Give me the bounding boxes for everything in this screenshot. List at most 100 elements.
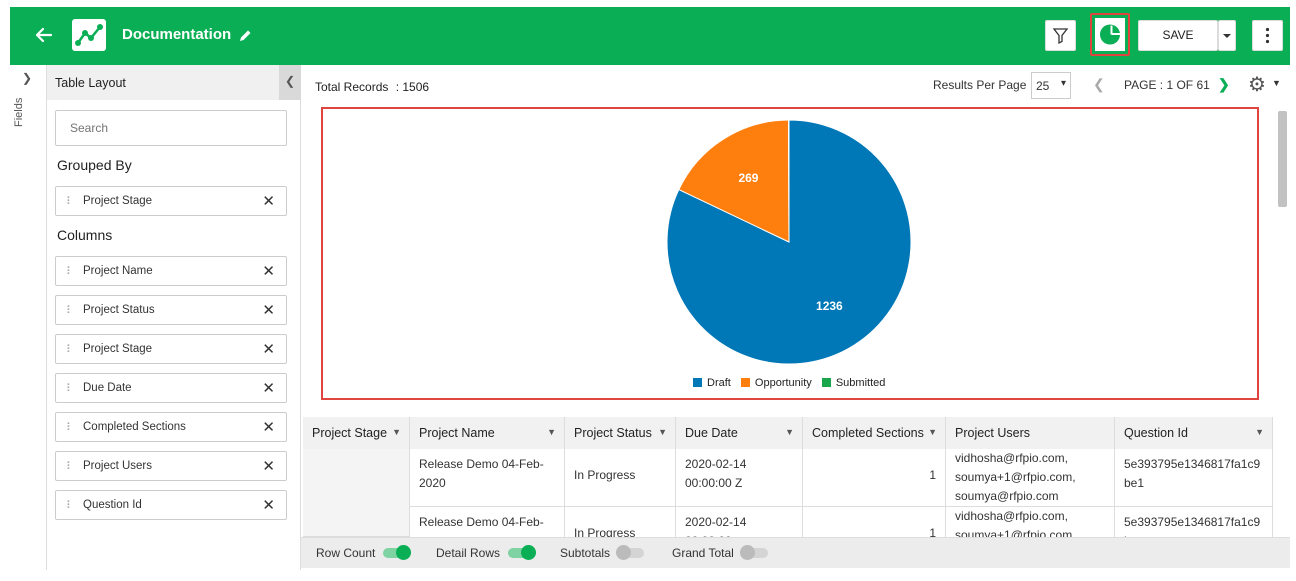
column-chip[interactable]: ⠇ Due Date ✕: [55, 373, 287, 403]
toggle-detail-rows[interactable]: Detail Rows: [436, 545, 537, 560]
legend-item[interactable]: Draft: [693, 377, 731, 389]
filter-button[interactable]: [1045, 20, 1076, 51]
drag-handle-icon[interactable]: ⠇: [66, 305, 74, 317]
legend-item[interactable]: Submitted: [821, 377, 886, 389]
arrow-left-icon[interactable]: [34, 25, 54, 45]
column-header-label: Question Id: [1124, 426, 1188, 440]
caret-down-icon[interactable]: ▼: [1255, 427, 1264, 437]
column-header[interactable]: Project Name ▼: [410, 417, 565, 449]
column-header-label: Project Name: [419, 426, 495, 440]
drag-handle-icon[interactable]: ⠇: [66, 196, 74, 208]
column-header[interactable]: Question Id ▼: [1115, 417, 1273, 449]
results-per-page-value: 25: [1036, 79, 1050, 93]
main-content: Total Records : 1506 Results Per Page 25…: [301, 65, 1290, 570]
drag-handle-icon[interactable]: ⠇: [66, 383, 74, 395]
toggle-switch[interactable]: [508, 545, 537, 560]
caret-down-icon[interactable]: ▼: [785, 427, 794, 437]
table-cell: 1: [803, 449, 946, 507]
chevron-left-icon[interactable]: ❮: [1093, 76, 1105, 92]
chip-label: Project Status: [83, 304, 155, 316]
table-cell: In Progress: [565, 449, 676, 507]
pencil-icon[interactable]: [238, 29, 252, 43]
column-chip[interactable]: ⠇ Project Stage ✕: [55, 334, 287, 364]
toggle-switch[interactable]: [616, 545, 645, 560]
drag-handle-icon[interactable]: ⠇: [66, 266, 74, 278]
fields-rail[interactable]: ❯ Fields: [10, 65, 47, 570]
total-records-value: : 1506: [395, 80, 430, 94]
chevron-right-icon[interactable]: ❯: [1218, 76, 1230, 92]
grouped-by-chip[interactable]: ⠇ Project Stage ✕: [55, 186, 287, 216]
pie-slice-opportunity[interactable]: [678, 119, 790, 243]
legend-item[interactable]: Opportunity: [740, 377, 812, 389]
toggle-row-count[interactable]: Row Count: [316, 545, 412, 560]
column-chip[interactable]: ⠇ Project Status ✕: [55, 295, 287, 325]
close-icon[interactable]: ✕: [262, 497, 275, 514]
drag-handle-icon[interactable]: ⠇: [66, 461, 74, 473]
save-button[interactable]: SAVE: [1138, 20, 1218, 51]
chevron-right-icon[interactable]: ❯: [22, 71, 33, 85]
close-icon[interactable]: ✕: [262, 302, 275, 319]
column-chip[interactable]: ⠇ Project Users ✕: [55, 451, 287, 481]
page-indicator: PAGE : 1 OF 61: [1124, 78, 1210, 92]
column-chip[interactable]: ⠇ Completed Sections ✕: [55, 412, 287, 442]
chevron-left-icon[interactable]: ❮: [279, 65, 301, 100]
column-header-label: Project Stage: [312, 426, 388, 440]
table-cell: Release Demo 04-Feb-2020: [410, 449, 565, 507]
pie-chart: 1236 269: [666, 119, 912, 365]
fields-rail-label: Fields: [13, 97, 25, 127]
chip-label: Project Name: [83, 265, 153, 277]
close-icon[interactable]: ✕: [262, 419, 275, 436]
column-chip[interactable]: ⠇ Question Id ✕: [55, 490, 287, 520]
table-cell: Release Demo 04-Feb-: [410, 507, 565, 537]
column-header[interactable]: Project Stage ▼: [303, 417, 410, 449]
close-icon[interactable]: ✕: [262, 263, 275, 280]
total-records: Total Records : 1506: [315, 80, 429, 94]
column-chip[interactable]: ⠇ Project Name ✕: [55, 256, 287, 286]
close-icon[interactable]: ✕: [262, 380, 275, 397]
results-per-page-select[interactable]: 25 ▾: [1031, 72, 1071, 99]
grouped-by-title: Grouped By: [57, 157, 132, 173]
chart-view-button[interactable]: [1090, 13, 1130, 56]
drag-handle-icon[interactable]: ⠇: [66, 422, 74, 434]
columns-title: Columns: [57, 227, 113, 243]
caret-down-icon[interactable]: ▼: [1272, 78, 1281, 88]
chip-label: Project Stage: [83, 195, 153, 207]
more-vertical-icon: [1265, 27, 1270, 44]
chip-label: Project Users: [83, 460, 153, 472]
pie-slice-submitted[interactable]: [787, 119, 790, 243]
close-icon[interactable]: ✕: [262, 458, 275, 475]
close-icon[interactable]: ✕: [262, 193, 275, 210]
vertical-scrollbar[interactable]: [1276, 107, 1290, 535]
toggle-subtotals[interactable]: Subtotals: [560, 545, 645, 560]
legend-label: Submitted: [835, 377, 886, 389]
more-options-button[interactable]: [1252, 20, 1283, 51]
scrollbar-thumb[interactable]: [1278, 111, 1287, 207]
panel-title: Table Layout: [55, 76, 126, 90]
toggle-switch[interactable]: [383, 545, 412, 560]
caret-down-icon[interactable]: ▼: [392, 427, 401, 437]
chart-container: 1236 269 Draft Opportunity Submitted: [321, 107, 1259, 400]
drag-handle-icon[interactable]: ⠇: [66, 344, 74, 356]
caret-down-icon[interactable]: ▼: [658, 427, 667, 437]
caret-down-icon[interactable]: ▼: [928, 427, 937, 437]
filter-icon: [1052, 28, 1069, 45]
gear-icon[interactable]: ⚙: [1248, 74, 1266, 96]
table-cell: 1: [803, 507, 946, 537]
column-header[interactable]: Project Users: [946, 417, 1115, 449]
drag-handle-icon[interactable]: ⠇: [66, 500, 74, 512]
search-input[interactable]: [55, 110, 287, 146]
header-bar: Documentation SAVE: [10, 7, 1290, 65]
toggle-switch[interactable]: [739, 545, 768, 560]
column-header[interactable]: Due Date ▼: [676, 417, 803, 449]
table-cell: 5e393795e1346817fa1c9be1: [1115, 449, 1273, 507]
save-options-button[interactable]: [1218, 20, 1236, 51]
toggle-label: Grand Total: [672, 546, 734, 560]
results-per-page-label: Results Per Page: [933, 78, 1027, 92]
caret-down-icon: [1223, 34, 1231, 38]
close-icon[interactable]: ✕: [262, 341, 275, 358]
total-records-label: Total Records: [315, 80, 389, 94]
column-header[interactable]: Completed Sections ▼: [803, 417, 946, 449]
column-header[interactable]: Project Status ▼: [565, 417, 676, 449]
caret-down-icon[interactable]: ▼: [547, 427, 556, 437]
toggle-grand-total[interactable]: Grand Total: [672, 545, 768, 560]
